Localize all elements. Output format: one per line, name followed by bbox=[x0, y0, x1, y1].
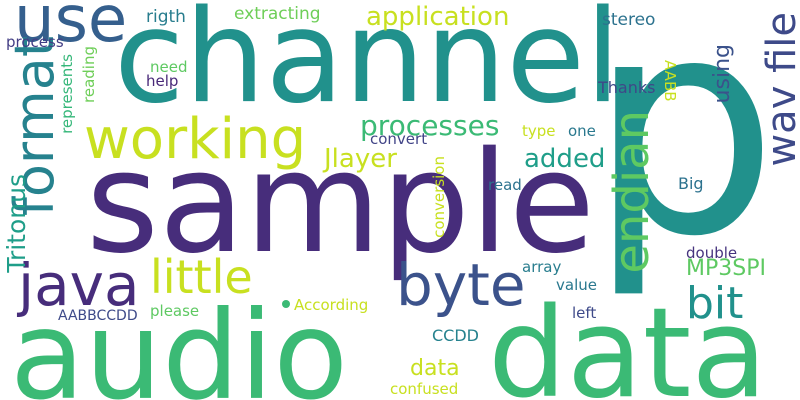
word-help: help bbox=[146, 72, 179, 90]
word-wav-file: wav file bbox=[759, 12, 800, 167]
word-mp3spi: MP3SPI bbox=[686, 256, 766, 281]
word-thanks: Thanks bbox=[598, 78, 656, 97]
word-type: type bbox=[522, 122, 556, 140]
word-convert: convert bbox=[370, 130, 428, 148]
word-left: left bbox=[572, 304, 597, 322]
word-process: process bbox=[6, 33, 64, 51]
word-rigth: rigth bbox=[146, 7, 186, 27]
word-endian: endian bbox=[604, 110, 660, 274]
word-data-large: data bbox=[488, 282, 768, 400]
word-conversion: conversion bbox=[430, 156, 448, 238]
word-added: added bbox=[524, 144, 606, 174]
word-represents: represents bbox=[58, 54, 76, 134]
word-using: using bbox=[710, 44, 735, 104]
word-double: double bbox=[686, 244, 738, 262]
decorative-dot bbox=[282, 300, 290, 308]
word-reading: reading bbox=[80, 46, 98, 103]
word-sample: sample bbox=[86, 122, 596, 285]
word-audio: audio bbox=[10, 285, 349, 400]
word-bit: bit bbox=[686, 278, 744, 329]
word-little: little bbox=[150, 250, 253, 304]
word-processes: processes bbox=[360, 109, 500, 142]
word-jlayer: Jlayer bbox=[324, 144, 397, 174]
word-please: please bbox=[150, 302, 200, 320]
word-confused: confused bbox=[390, 380, 459, 398]
word-aabbccdd: AABBCCDD bbox=[58, 308, 138, 324]
word-working: working bbox=[84, 107, 307, 172]
word-aabb: AABB bbox=[661, 60, 679, 102]
word-ccdd: CCDD bbox=[432, 326, 479, 345]
word-read: read bbox=[488, 176, 522, 194]
word-channel: channel bbox=[114, 0, 621, 132]
word-tritonus: Tritonus bbox=[2, 174, 31, 273]
word-application: application bbox=[366, 2, 510, 32]
word-array: array bbox=[522, 258, 562, 276]
word-extracting: extracting bbox=[234, 4, 321, 24]
word-use: use bbox=[14, 0, 128, 57]
word-stereo: stereo bbox=[602, 10, 656, 30]
word-need: need bbox=[150, 58, 188, 76]
word-one: one bbox=[568, 122, 596, 140]
word-p: p bbox=[588, 0, 779, 302]
word-data-small: data bbox=[410, 356, 460, 381]
word-according: According bbox=[294, 296, 369, 314]
word-big: Big bbox=[678, 174, 704, 193]
word-java: java bbox=[18, 251, 140, 319]
word-value: value bbox=[556, 276, 597, 294]
word-byte: byte bbox=[396, 251, 526, 319]
